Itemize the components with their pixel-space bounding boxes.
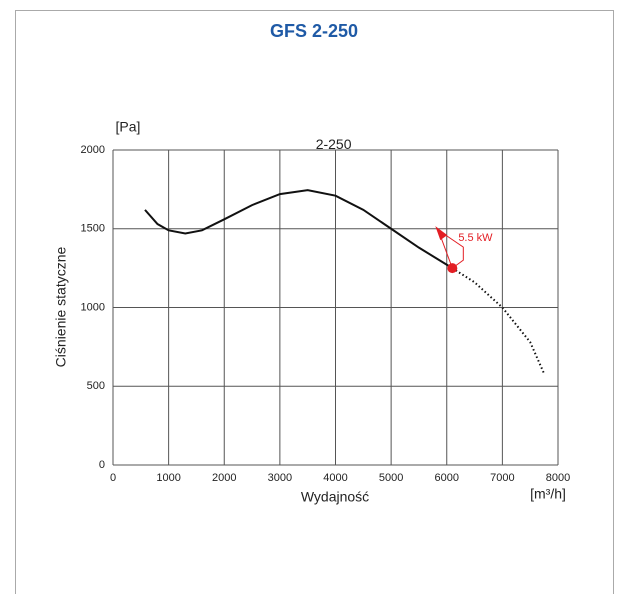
x-tick-label: 0 (110, 472, 116, 484)
chart-title: GFS 2-250 (270, 21, 358, 41)
x-tick-label: 4000 (323, 472, 347, 484)
x-tick-label: 1000 (156, 472, 180, 484)
x-tick-label: 3000 (268, 472, 292, 484)
line (144, 189, 453, 269)
y-tick-label: 2000 (81, 144, 105, 156)
arrowhead (435, 226, 448, 241)
series-label: 2-250 (316, 136, 352, 152)
x-tick-label: 5000 (379, 472, 403, 484)
annotation-label: 5.5 kW (458, 232, 493, 244)
x-tick-label: 6000 (435, 472, 459, 484)
y-tick-label: 500 (87, 380, 105, 392)
frame (15, 10, 614, 594)
x-tick-label: 7000 (490, 472, 514, 484)
x-tick-label: 2000 (212, 472, 236, 484)
dotted-line (451, 267, 546, 375)
y-tick-label: 0 (99, 459, 105, 471)
x-unit: [m³/h] (530, 486, 566, 502)
y-tick-label: 1500 (81, 223, 105, 235)
annotation-arrow (437, 228, 464, 269)
y-tick-label: 1000 (81, 301, 105, 313)
y-axis-label: Ciśnienie statyczne (53, 246, 69, 367)
x-axis-label: Wydajność (301, 489, 369, 505)
y-unit: [Pa] (116, 119, 141, 135)
x-tick-label: 8000 (546, 472, 570, 484)
operating-point (447, 263, 458, 274)
